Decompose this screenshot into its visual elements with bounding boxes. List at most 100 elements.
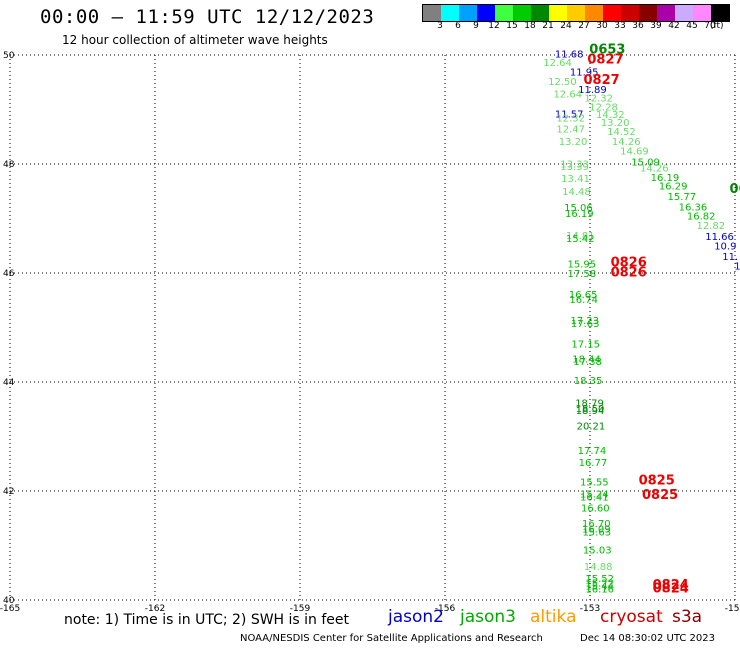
time-label: 0824 (653, 581, 689, 596)
wave-height-value: 12.32 (556, 113, 585, 124)
color-swatch (585, 5, 603, 21)
wave-height-value: 17.63 (571, 319, 600, 330)
latitude-label: 42 (3, 487, 14, 497)
wave-height-value: 11.57 (555, 110, 584, 121)
color-swatch (639, 5, 657, 21)
color-swatch (423, 5, 441, 21)
wave-height-value: 16.41 (580, 492, 609, 503)
color-swatch (675, 5, 693, 21)
color-scale-label: 15 (506, 21, 518, 31)
wave-height-value: 18.35 (574, 376, 603, 387)
wave-height-value: 18.94 (576, 406, 605, 417)
color-swatch (603, 5, 621, 21)
color-swatch (549, 5, 567, 21)
latitude-label: 50 (3, 51, 15, 61)
color-swatch (621, 5, 639, 21)
color-swatch (567, 5, 585, 21)
wave-height-value: 14.88 (584, 562, 613, 573)
color-swatch (495, 5, 513, 21)
color-scale-label: 24 (560, 21, 572, 31)
wave-height-value: 12.28 (589, 103, 618, 114)
color-swatch (459, 5, 477, 21)
wave-height-value: 16.09 (582, 524, 611, 535)
wave-height-value: 17.38 (573, 357, 602, 368)
wave-height-value: 16.16 (585, 584, 614, 595)
wave-height-value: 13.39 (560, 162, 589, 173)
longitude-label: -162 (145, 604, 165, 614)
legend-altika: altika (530, 607, 577, 627)
color-scale-label: 45 (686, 21, 698, 31)
color-swatch (441, 5, 459, 21)
latitude-label: 44 (3, 378, 15, 388)
wave-height-value: 15.44 (585, 582, 614, 593)
wave-height-value: 14.81 (566, 231, 595, 242)
footer-note: note: 1) Time is in UTC; 2) SWH is in fe… (64, 612, 350, 628)
wave-height-value: 11. (722, 252, 738, 263)
wave-height-value: 15.06 (564, 203, 593, 214)
color-swatch (693, 5, 711, 21)
color-swatch (711, 5, 729, 21)
wave-height-value: 13.20 (601, 118, 630, 129)
wave-height-value: 16.82 (687, 212, 716, 223)
wave-height-value: 15.22 (585, 578, 614, 589)
time-label: 0827 (584, 73, 620, 88)
time-label: 0825 (642, 488, 678, 503)
wave-height-value: 16.19 (565, 209, 594, 220)
wave-height-value: 15.55 (580, 478, 609, 489)
latitude-label: 46 (3, 269, 15, 279)
longitude-label: -165 (0, 604, 20, 614)
wave-height-value: 13.20 (559, 137, 588, 148)
color-scale-label: 70 (704, 21, 716, 31)
legend-jason3: jason3 (460, 607, 516, 627)
page-subtitle: 12 hour collection of altimeter wave hei… (62, 33, 328, 47)
axis-labels: 50 48 46 44 42 40-165 -162 -159 -156 -153 -150 (0, 51, 740, 614)
latitude-label: 48 (3, 160, 15, 170)
color-scale-unit: (ft) (710, 21, 724, 31)
wave-height-value: 11.68 (555, 50, 584, 61)
wave-height-value: 15.09 (631, 158, 660, 169)
color-scale-label: 9 (473, 21, 479, 31)
wave-height-value: 18.50 (576, 404, 605, 415)
wave-height-value: 11.95 (570, 68, 599, 79)
wave-height-value: 12.47 (556, 124, 585, 135)
wave-height-value: 11.89 (578, 85, 607, 96)
wave-height-value: 17.58 (567, 269, 596, 280)
color-scale-label: 18 (524, 21, 536, 31)
wave-height-value: 16.36 (679, 202, 708, 213)
wave-height-value: 12.32 (584, 93, 613, 104)
color-scale-label: 36 (632, 21, 644, 31)
wave-height-value: 16.70 (582, 519, 611, 530)
longitude-label: -153 (580, 604, 600, 614)
color-scale-label: 33 (614, 21, 626, 31)
wave-height-value: 16.65 (569, 290, 598, 301)
time-label: 0826 (611, 265, 647, 280)
wave-height-value: 14.69 (620, 147, 649, 158)
time-labels: 0653082708270654082608260825082508240824 (584, 42, 740, 596)
legend-s3a: s3a (672, 607, 703, 627)
wave-height-value: 16.77 (579, 458, 608, 469)
wave-height-value: 16.19 (651, 173, 680, 184)
legend-jason2: jason2 (388, 607, 444, 627)
wave-height-value: 13.33 (560, 159, 589, 170)
wave-height-value: 12.50 (548, 77, 577, 88)
page-title: 00:00 – 11:59 UTC 12/12/2023 (40, 6, 375, 28)
wave-height-value: 16.29 (659, 182, 688, 193)
wave-height-value: 10.9 (714, 242, 736, 253)
color-swatch (531, 5, 549, 21)
wave-height-value: 15.77 (668, 192, 697, 203)
wave-height-value: 18.79 (575, 399, 604, 410)
wave-height-value: 17.74 (578, 446, 607, 457)
legend-cryosat: cryosat (600, 607, 663, 627)
wave-height-value: 14.26 (640, 164, 669, 175)
time-label: 0654 (729, 182, 740, 197)
wave-height-value: 16.74 (569, 295, 598, 306)
color-swatch (513, 5, 531, 21)
longitude-label: -150 (725, 604, 740, 614)
color-scale-label: 6 (455, 21, 461, 31)
wave-height-value: 16.60 (581, 504, 610, 515)
color-scale-label: 42 (668, 21, 680, 31)
time-label: 0826 (611, 255, 647, 270)
wave-height-value: 15.03 (583, 546, 612, 557)
wave-height-value: 20.21 (577, 421, 606, 432)
